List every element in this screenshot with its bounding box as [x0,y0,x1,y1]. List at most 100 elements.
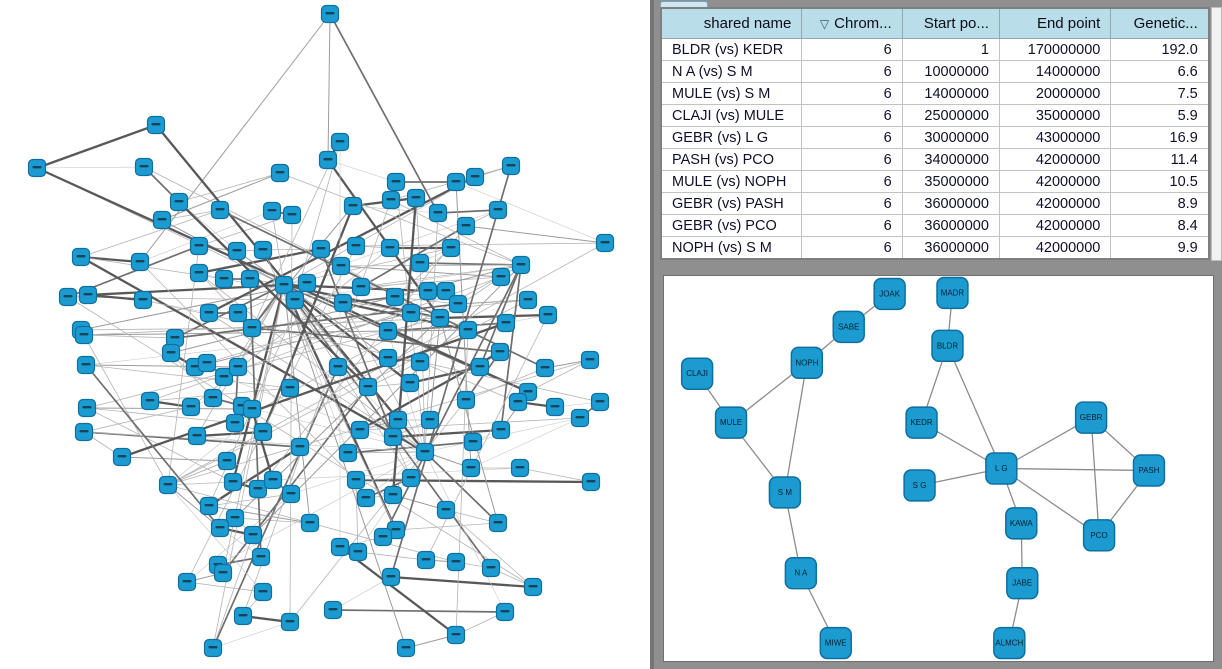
table-cell[interactable]: 7.5 [1110,82,1210,105]
graph-node[interactable] [832,310,865,344]
graph-edge[interactable] [519,467,592,483]
graph-edge[interactable] [352,205,439,214]
graph-edge[interactable] [167,484,221,529]
table-cell[interactable]: 6 [801,38,903,61]
table-cell[interactable]: 34000000 [901,148,1000,171]
table-cell[interactable]: BLDR (vs) KEDR [660,38,803,61]
graph-node[interactable] [1132,454,1166,487]
graph-edge[interactable] [121,321,507,459]
table-cell[interactable]: 170000000 [998,38,1112,61]
table-cell[interactable]: 6 [801,104,903,127]
graph-node[interactable] [873,277,906,311]
graph-edge[interactable] [86,407,234,483]
table-cell[interactable]: GEBR (vs) PASH [660,192,803,215]
column-header-3[interactable]: End point [998,7,1112,39]
graph-edge[interactable] [332,609,506,613]
table-cell[interactable]: 6 [801,192,903,215]
table-cell[interactable]: MULE (vs) S M [660,82,803,105]
graph-edge[interactable] [236,250,389,359]
graph-node[interactable] [1082,519,1116,552]
graph-node[interactable] [1006,566,1039,600]
graph-edge[interactable] [231,284,286,483]
graph-edge[interactable] [419,361,519,403]
table-cell[interactable]: 9.9 [1110,236,1210,260]
graph-edge[interactable] [262,249,397,531]
table-cell[interactable]: PASH (vs) PCO [660,148,803,171]
graph-node[interactable] [1074,401,1108,434]
table-cell[interactable]: 6 [801,148,903,171]
graph-edge[interactable] [208,446,301,507]
table-row[interactable]: CLAJI (vs) MULE 6 25000000 35000000 5.9 [660,104,1210,127]
graph-edge[interactable] [390,199,522,266]
graph-edge[interactable] [85,364,291,389]
graph-node[interactable] [1005,507,1038,540]
graph-edge[interactable] [387,322,507,332]
table-cell[interactable]: 42000000 [998,214,1112,237]
panel-divider[interactable] [650,0,654,669]
column-header-2[interactable]: Start po... [901,7,1000,39]
graph-edge[interactable] [455,181,606,244]
graph-edge[interactable] [219,209,546,369]
graph-edge[interactable] [424,399,467,453]
graph-edge[interactable] [1000,467,1100,536]
table-cell[interactable]: 11.4 [1110,148,1210,171]
table-cell[interactable]: 42000000 [998,148,1112,171]
table-cell[interactable]: 1 [901,38,1000,61]
graph-edge[interactable] [167,484,264,593]
graph-edge[interactable] [470,417,581,469]
table-cell[interactable]: 30000000 [901,126,1000,149]
graph-edge[interactable] [382,264,522,538]
graph-edge[interactable] [178,201,369,388]
graph-edge[interactable] [67,296,296,301]
table-cell[interactable]: CLAJI (vs) MULE [660,104,803,127]
graph-edge[interactable] [1001,467,1149,472]
graph-edge[interactable] [251,141,341,329]
table-cell[interactable]: 6 [801,236,903,260]
table-cell[interactable]: 43000000 [998,126,1112,149]
table-cell[interactable]: 10000000 [901,60,1000,83]
table-row[interactable]: NOPH (vs) S M 6 36000000 42000000 9.9 [660,236,1210,260]
graph-edge[interactable] [429,317,441,421]
graph-edge[interactable] [784,362,808,493]
graph-edge[interactable] [167,245,200,486]
table-cell[interactable]: 42000000 [998,192,1112,215]
graph-edge[interactable] [425,314,549,561]
table-cell[interactable]: 6 [801,126,903,149]
table-cell[interactable]: NOPH (vs) S M [660,236,803,260]
graph-edge[interactable] [355,478,592,484]
graph-edge[interactable] [347,441,474,454]
table-row[interactable]: MULE (vs) S M 6 14000000 20000000 7.5 [660,82,1210,105]
table-cell[interactable]: 35000000 [901,170,1000,193]
graph-edge[interactable] [339,546,457,636]
table-cell[interactable]: 6 [801,60,903,83]
table-row[interactable]: GEBR (vs) PASH 6 36000000 42000000 8.9 [660,192,1210,215]
graph-edge[interactable] [283,284,407,649]
graph-node[interactable] [819,626,852,660]
graph-edge[interactable] [167,460,228,486]
graph-edge[interactable] [139,210,273,263]
graph-node[interactable] [903,469,936,502]
graph-edge[interactable] [121,456,228,462]
table-row[interactable]: PASH (vs) PCO 6 34000000 42000000 11.4 [660,148,1210,171]
table-cell[interactable]: 192.0 [1110,38,1210,61]
graph-node[interactable] [931,329,964,363]
table-cell[interactable]: 5.9 [1110,104,1210,127]
graph-edge[interactable] [251,205,354,329]
graph-edge[interactable] [196,430,264,438]
graph-edge[interactable] [327,13,331,161]
graph-edge[interactable] [83,334,176,339]
graph-edge[interactable] [161,172,281,221]
table-cell[interactable]: 6 [801,214,903,237]
graph-edge[interactable] [86,407,236,424]
graph-node[interactable] [905,406,938,439]
table-cell[interactable]: 6 [801,82,903,105]
graph-edge[interactable] [234,264,522,424]
graph-edge[interactable] [80,209,221,258]
graph-edge[interactable] [390,165,512,578]
graph-edge[interactable] [332,576,392,611]
table-cell[interactable]: 36000000 [901,214,1000,237]
table-cell[interactable]: 6.6 [1110,60,1210,83]
graph-edge[interactable] [212,284,285,649]
graph-edge[interactable] [167,359,591,486]
graph-edge[interactable] [465,225,606,244]
